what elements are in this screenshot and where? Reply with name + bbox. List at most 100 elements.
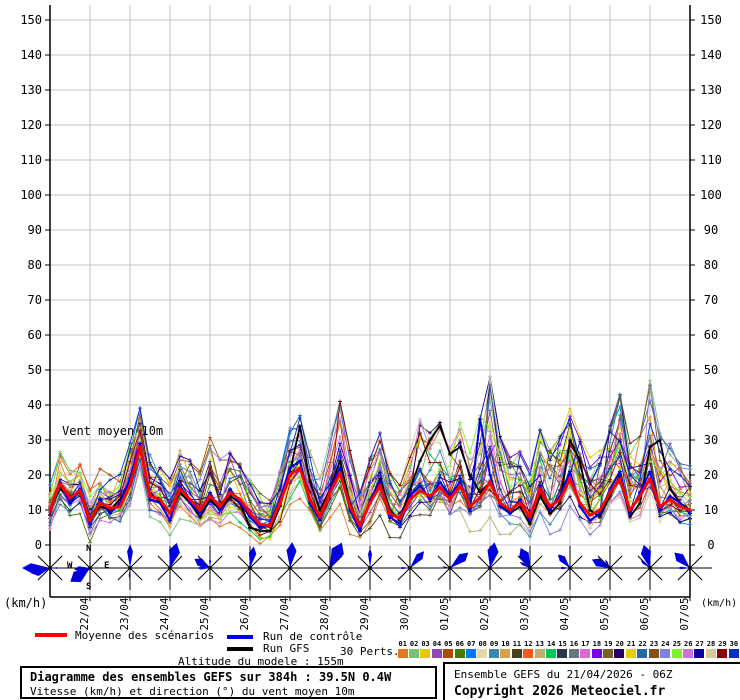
rose-petal (30, 566, 50, 577)
y-tick-label: 150 (20, 13, 42, 27)
pert-swatch (511, 649, 522, 658)
rose-spoke (569, 567, 583, 581)
y-tick-label: 100 (700, 188, 722, 202)
rose-spoke (409, 567, 423, 581)
y-tick-label: 40 (27, 398, 42, 412)
y-tick-label: 150 (700, 13, 722, 27)
rose-spoke (649, 567, 663, 581)
rose-center (488, 566, 492, 570)
legend-gfs-swatch (227, 647, 253, 651)
rose-spoke (329, 555, 343, 569)
y-tick-label: 30 (27, 433, 42, 447)
info-box: Diagramme des ensembles GEFS sur 384h : … (20, 666, 437, 699)
rose-spoke (209, 567, 223, 581)
pert-swatch (591, 649, 602, 658)
rose-spoke (277, 555, 291, 569)
pert-number: 21 (626, 640, 636, 648)
rose-spoke (517, 567, 531, 581)
rose-spoke (357, 567, 371, 581)
pert-swatch (466, 649, 477, 658)
x-date-label: 28/04 (318, 597, 331, 631)
pert-swatch (648, 649, 659, 658)
pert-number: 08 (478, 640, 487, 648)
pert-number: 02 (409, 640, 419, 648)
y-tick-label: 140 (20, 48, 42, 62)
y-tick-label: 10 (703, 503, 719, 517)
pert-swatch (728, 649, 739, 658)
rose-spoke (317, 555, 331, 569)
y-tick-label: 70 (703, 293, 719, 307)
rose-spoke (397, 567, 411, 581)
pert-swatch (454, 649, 465, 658)
legend-mean-swatch (35, 633, 67, 637)
y-tick-label: 130 (700, 83, 722, 97)
rose-petal (640, 560, 650, 568)
pert-number: 15 (558, 640, 567, 648)
y-tick-label: 20 (703, 468, 719, 482)
rose-spoke (477, 567, 491, 581)
compass-n-label: N (86, 544, 92, 554)
pert-number: 01 (398, 640, 407, 648)
pert-swatch (625, 649, 636, 658)
rose-petal (399, 567, 410, 569)
rose-spoke (289, 555, 303, 569)
rose-petal (128, 568, 131, 578)
legend-control-swatch (227, 635, 253, 639)
rose-spoke (689, 555, 703, 569)
rose-spoke (37, 567, 51, 581)
x-date-label: 03/05 (518, 597, 531, 631)
x-date-label: 24/04 (158, 597, 171, 631)
rose-center (288, 566, 292, 570)
rose-spoke (237, 567, 251, 581)
pert-number: 17 (581, 640, 590, 648)
rose-spoke (677, 567, 691, 581)
rose-spoke (437, 555, 451, 569)
pert-swatch (671, 649, 682, 658)
pert-number: 19 (604, 640, 613, 648)
rose-center (88, 566, 92, 570)
pert-swatch (523, 649, 534, 658)
pert-number: 04 (432, 640, 442, 648)
compass-e-label: E (104, 561, 110, 571)
rose-spoke (569, 555, 583, 569)
pert-number: 20 (615, 640, 624, 648)
rose-center (248, 566, 252, 570)
y-tick-label: 60 (27, 328, 42, 342)
rose-center (368, 566, 372, 570)
rose-spoke (237, 555, 251, 569)
rose-petal (330, 542, 344, 568)
x-date-label: 29/04 (358, 597, 371, 631)
pert-number: 26 (684, 640, 693, 648)
pert-number: 03 (421, 640, 430, 648)
rose-petal (74, 566, 90, 572)
x-date-label: 05/05 (598, 597, 611, 631)
legend-control-label: Run de contrôle (263, 630, 363, 643)
pert-number: 16 (569, 640, 579, 648)
pert-number: 12 (524, 640, 533, 648)
rose-spoke (477, 555, 491, 569)
altitude-label: Altitude du modele : 155m (178, 655, 344, 668)
rose-center (608, 566, 612, 570)
rose-center (408, 566, 412, 570)
rose-spoke (249, 555, 263, 569)
rose-petal (487, 542, 499, 568)
pert-swatch (603, 649, 614, 658)
pert-number: 14 (546, 640, 556, 648)
pert-swatch (694, 649, 705, 658)
copyright-text: Copyright 2026 Meteociel.fr (454, 684, 666, 699)
pert-swatch (397, 649, 408, 658)
legend-mean-label: Moyenne des scénarios (75, 629, 215, 642)
rose-spoke (197, 567, 211, 581)
rose-spoke (169, 567, 183, 581)
rose-petal (519, 548, 530, 568)
y-tick-label: 130 (20, 83, 42, 97)
rose-spoke (357, 555, 371, 569)
pert-number: 13 (535, 640, 544, 648)
y-tick-label: 120 (20, 118, 42, 132)
pert-swatch (705, 649, 716, 658)
rose-spoke (557, 567, 571, 581)
rose-spoke (157, 567, 171, 581)
rose-spoke (317, 567, 331, 581)
x-date-label: 23/04 (118, 597, 131, 631)
y-tick-label: 40 (703, 398, 719, 412)
